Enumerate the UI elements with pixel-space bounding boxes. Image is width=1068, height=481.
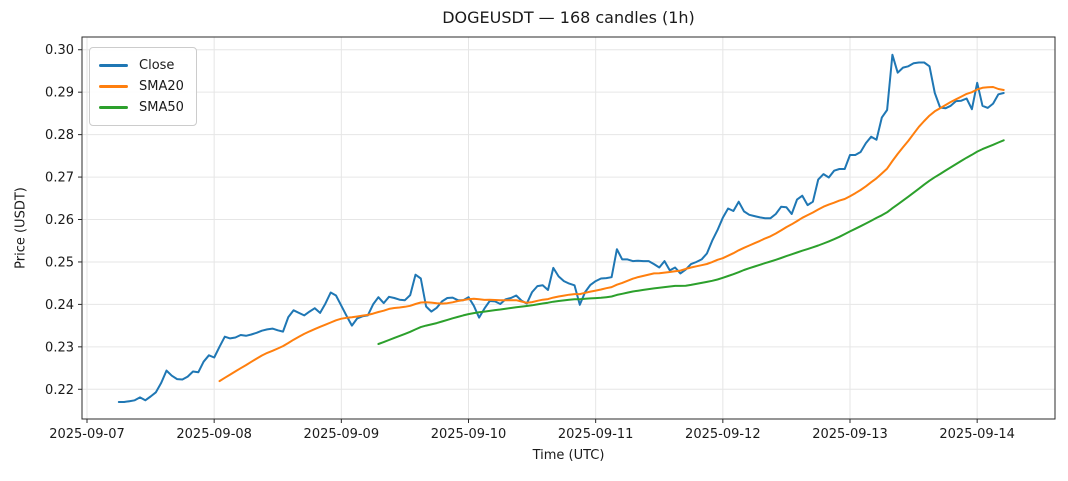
y-tick-label: 0.29 xyxy=(45,86,74,101)
x-axis-label: Time (UTC) xyxy=(532,448,605,463)
x-tick-label: 2025-09-12 xyxy=(685,427,761,442)
legend-item-sma20: SMA20 xyxy=(99,76,184,97)
x-tick-label: 2025-09-07 xyxy=(49,427,125,442)
x-tick-label: 2025-09-11 xyxy=(558,427,634,442)
x-tick-label: 2025-09-09 xyxy=(304,427,380,442)
close-line-swatch xyxy=(99,64,128,67)
y-axis-label: Price (USDT) xyxy=(13,187,29,269)
y-tick-label: 0.27 xyxy=(45,171,74,186)
y-tick-label: 0.25 xyxy=(45,255,74,270)
x-tick-label: 2025-09-08 xyxy=(176,427,252,442)
y-tick-label: 0.23 xyxy=(45,340,74,355)
sma50-line xyxy=(377,139,1005,345)
sma20-line-swatch xyxy=(99,85,128,88)
x-tick-label: 2025-09-10 xyxy=(431,427,507,442)
x-tick-label: 2025-09-13 xyxy=(812,427,888,442)
y-tick-label: 0.24 xyxy=(45,298,74,313)
y-tick-label: 0.26 xyxy=(45,213,74,228)
legend: Close SMA20 SMA50 xyxy=(89,47,197,126)
legend-label-sma50: SMA50 xyxy=(139,100,184,115)
x-tick-label: 2025-09-14 xyxy=(939,427,1015,442)
sma50-line-swatch xyxy=(99,106,128,109)
legend-item-close: Close xyxy=(99,55,184,76)
axes-box xyxy=(81,36,1056,420)
legend-item-sma50: SMA50 xyxy=(99,97,184,118)
legend-label-close: Close xyxy=(139,58,175,73)
y-tick-label: 0.22 xyxy=(45,383,74,398)
y-tick-label: 0.30 xyxy=(45,43,74,58)
legend-label-sma20: SMA20 xyxy=(139,79,184,94)
close-line xyxy=(117,53,1005,403)
chart-title: DOGEUSDT — 168 candles (1h) xyxy=(442,8,695,27)
sma20-line xyxy=(218,86,1005,383)
y-tick-label: 0.28 xyxy=(45,128,74,143)
